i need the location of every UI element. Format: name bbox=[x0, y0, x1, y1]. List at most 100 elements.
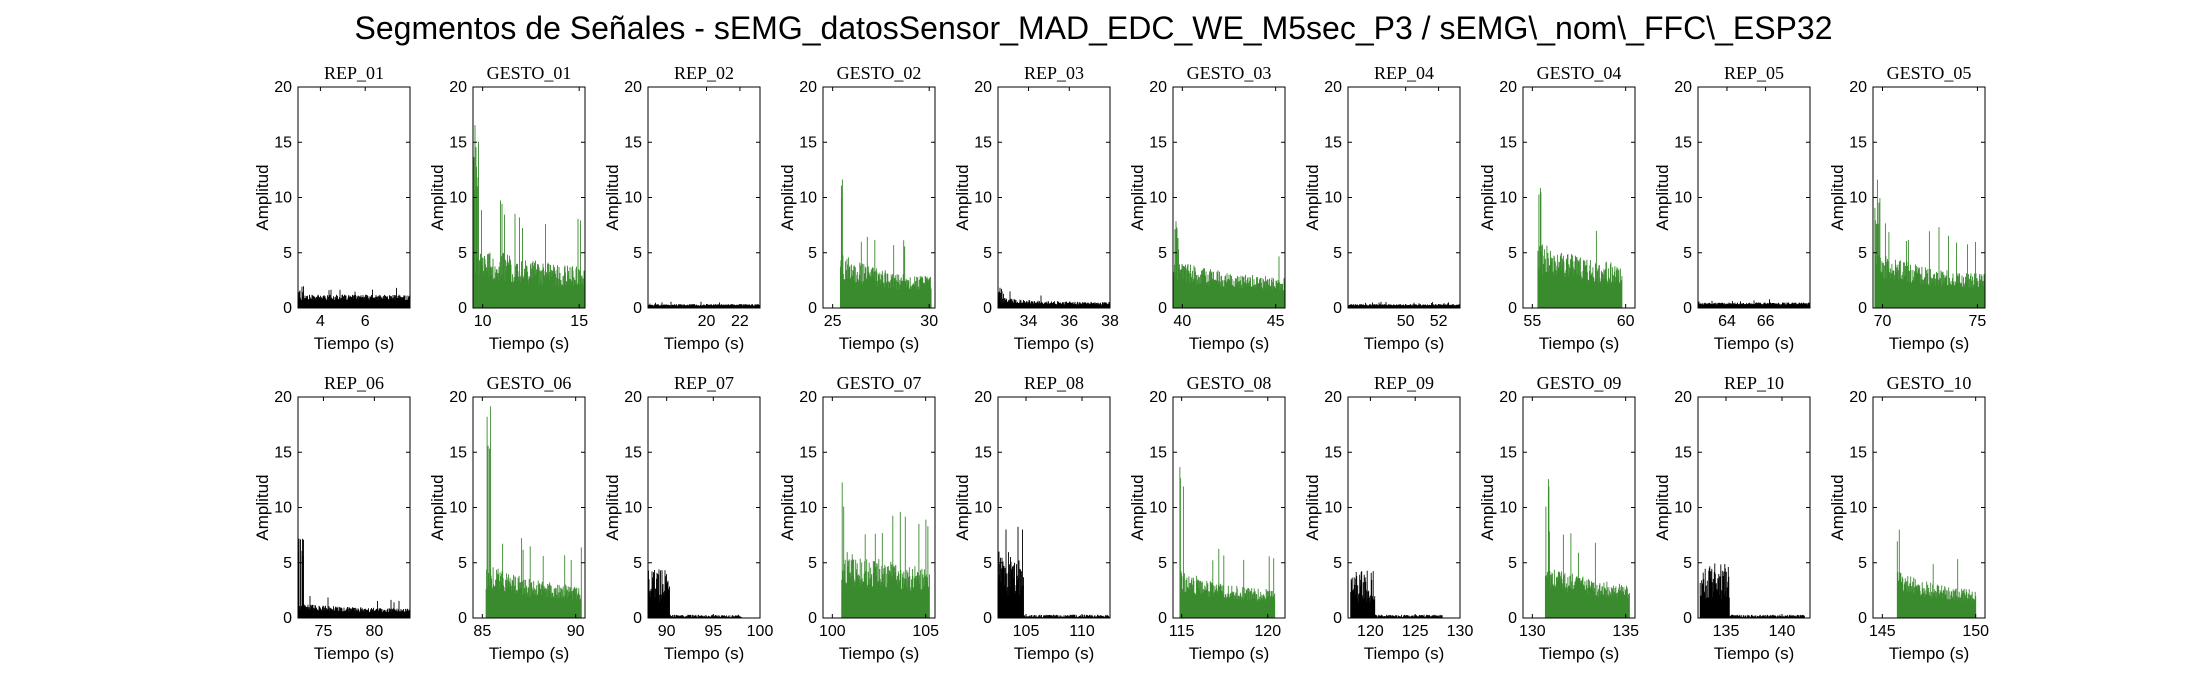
y-tick-label: 10 bbox=[1149, 500, 1167, 517]
x-tick-label: 100 bbox=[819, 623, 846, 640]
x-tick-label: 75 bbox=[315, 623, 333, 640]
y-axis-label: Amplitud bbox=[253, 474, 272, 540]
y-axis-label: Amplitud bbox=[778, 474, 797, 540]
y-tick-label: 0 bbox=[633, 300, 642, 317]
subplot-rep-05: 0 5 10 15 20 64 66 REP_05 Tiempo (s) Amplitud bbox=[1653, 63, 1811, 353]
y-tick-label: 5 bbox=[283, 555, 292, 572]
y-axis-label: Amplitud bbox=[1653, 474, 1672, 540]
x-axis-label: Tiempo (s) bbox=[1889, 334, 1970, 353]
x-tick-label: 105 bbox=[1013, 623, 1040, 640]
x-axis-label: Tiempo (s) bbox=[314, 644, 395, 663]
y-tick-label: 0 bbox=[283, 610, 292, 627]
x-axis-label: Tiempo (s) bbox=[1364, 644, 1445, 663]
y-tick-label: 0 bbox=[458, 300, 467, 317]
y-tick-label: 10 bbox=[624, 190, 642, 207]
x-axis-label: Tiempo (s) bbox=[1714, 334, 1795, 353]
subplot-gesto-04: 0 5 10 15 20 55 60 GESTO_04 Tiempo (s) Amplitud bbox=[1478, 63, 1636, 353]
y-tick-label: 5 bbox=[808, 245, 817, 262]
subplot-gesto-02: 0 5 10 15 20 25 30 GESTO_02 Tiempo (s) Amplitud bbox=[778, 63, 938, 353]
subplot-title: REP_01 bbox=[324, 63, 384, 83]
x-axis-label: Tiempo (s) bbox=[489, 334, 570, 353]
subplot-gesto-09: 0 5 10 15 20 130 135 GESTO_09 Tiempo (s) Amplitud bbox=[1478, 373, 1639, 663]
x-tick-label: 64 bbox=[1718, 313, 1736, 330]
y-tick-label: 10 bbox=[1499, 500, 1517, 517]
x-axis-label: Tiempo (s) bbox=[1014, 334, 1095, 353]
y-tick-label: 5 bbox=[1858, 245, 1867, 262]
x-tick-label: 145 bbox=[1869, 623, 1896, 640]
y-tick-label: 20 bbox=[1149, 79, 1167, 96]
y-tick-label: 20 bbox=[624, 389, 642, 406]
signal-trace bbox=[1544, 479, 1630, 618]
signal-trace bbox=[841, 482, 930, 618]
y-tick-label: 5 bbox=[983, 555, 992, 572]
y-tick-label: 15 bbox=[1324, 444, 1342, 461]
x-tick-label: 120 bbox=[1357, 623, 1384, 640]
subplot-rep-08: 0 5 10 15 20 105 110 REP_08 Tiempo (s) Amplitud bbox=[953, 373, 1111, 663]
y-tick-label: 5 bbox=[808, 555, 817, 572]
subplot-title: GESTO_02 bbox=[837, 63, 922, 83]
x-axis-label: Tiempo (s) bbox=[314, 334, 395, 353]
y-tick-label: 0 bbox=[1158, 300, 1167, 317]
y-tick-label: 20 bbox=[449, 389, 467, 406]
signal-trace bbox=[647, 569, 742, 618]
x-tick-label: 125 bbox=[1402, 623, 1429, 640]
y-tick-label: 10 bbox=[624, 500, 642, 517]
subplot-rep-01: 0 5 10 15 20 4 6 REP_01 Tiempo (s) Amplitud bbox=[253, 63, 411, 353]
x-tick-label: 38 bbox=[1101, 313, 1119, 330]
y-tick-label: 10 bbox=[1849, 500, 1867, 517]
x-tick-label: 36 bbox=[1060, 313, 1078, 330]
y-tick-label: 20 bbox=[274, 389, 292, 406]
y-axis-label: Amplitud bbox=[1128, 164, 1147, 230]
y-tick-label: 5 bbox=[633, 555, 642, 572]
y-tick-label: 20 bbox=[624, 79, 642, 96]
y-tick-label: 20 bbox=[1674, 389, 1692, 406]
y-tick-label: 10 bbox=[1849, 190, 1867, 207]
axes-box bbox=[647, 86, 761, 309]
y-tick-label: 15 bbox=[1149, 444, 1167, 461]
axes-box bbox=[1697, 86, 1811, 309]
x-tick-label: 135 bbox=[1612, 623, 1639, 640]
signal-trace bbox=[1537, 187, 1623, 308]
signal-trace bbox=[1874, 179, 1986, 308]
y-tick-label: 5 bbox=[1683, 245, 1692, 262]
subplot-title: REP_07 bbox=[674, 373, 734, 393]
x-tick-label: 105 bbox=[912, 623, 939, 640]
subplot-title: GESTO_10 bbox=[1887, 373, 1972, 393]
y-tick-label: 0 bbox=[633, 610, 642, 627]
y-tick-label: 0 bbox=[808, 610, 817, 627]
y-tick-label: 15 bbox=[1849, 444, 1867, 461]
y-tick-label: 10 bbox=[1324, 500, 1342, 517]
x-tick-label: 140 bbox=[1769, 623, 1796, 640]
x-tick-label: 60 bbox=[1617, 313, 1635, 330]
y-tick-label: 5 bbox=[1158, 555, 1167, 572]
y-tick-label: 15 bbox=[449, 444, 467, 461]
axes-box bbox=[997, 86, 1111, 309]
axes-box bbox=[1347, 86, 1461, 309]
y-tick-label: 15 bbox=[974, 444, 992, 461]
x-tick-label: 30 bbox=[920, 313, 938, 330]
y-tick-label: 10 bbox=[274, 190, 292, 207]
signal-trace bbox=[1172, 221, 1286, 308]
y-tick-label: 15 bbox=[274, 134, 292, 151]
x-tick-label: 115 bbox=[1169, 623, 1195, 640]
y-tick-label: 10 bbox=[1149, 190, 1167, 207]
x-tick-label: 70 bbox=[1874, 313, 1892, 330]
x-tick-label: 110 bbox=[1069, 623, 1095, 640]
subplot-title: GESTO_04 bbox=[1537, 63, 1622, 83]
x-tick-label: 4 bbox=[316, 313, 325, 330]
y-tick-label: 10 bbox=[974, 500, 992, 517]
y-tick-label: 10 bbox=[799, 190, 817, 207]
y-tick-label: 10 bbox=[1499, 190, 1517, 207]
signal-trace bbox=[472, 125, 586, 308]
y-tick-label: 5 bbox=[1158, 245, 1167, 262]
y-tick-label: 20 bbox=[799, 79, 817, 96]
axes-box bbox=[297, 396, 411, 619]
subplot-title: REP_08 bbox=[1024, 373, 1084, 393]
subplot-rep-09: 0 5 10 15 20 120 125 130 REP_09 Tiempo (s) Amplitu… bbox=[1303, 373, 1473, 663]
subplot-gesto-03: 0 5 10 15 20 40 45 GESTO_03 Tiempo (s) Amplitud bbox=[1128, 63, 1286, 353]
y-tick-label: 5 bbox=[1683, 555, 1692, 572]
y-axis-label: Amplitud bbox=[1478, 474, 1497, 540]
subplot-gesto-05: 0 5 10 15 20 70 75 GESTO_05 Tiempo (s) Amplitud bbox=[1828, 63, 1986, 353]
y-tick-label: 20 bbox=[974, 79, 992, 96]
